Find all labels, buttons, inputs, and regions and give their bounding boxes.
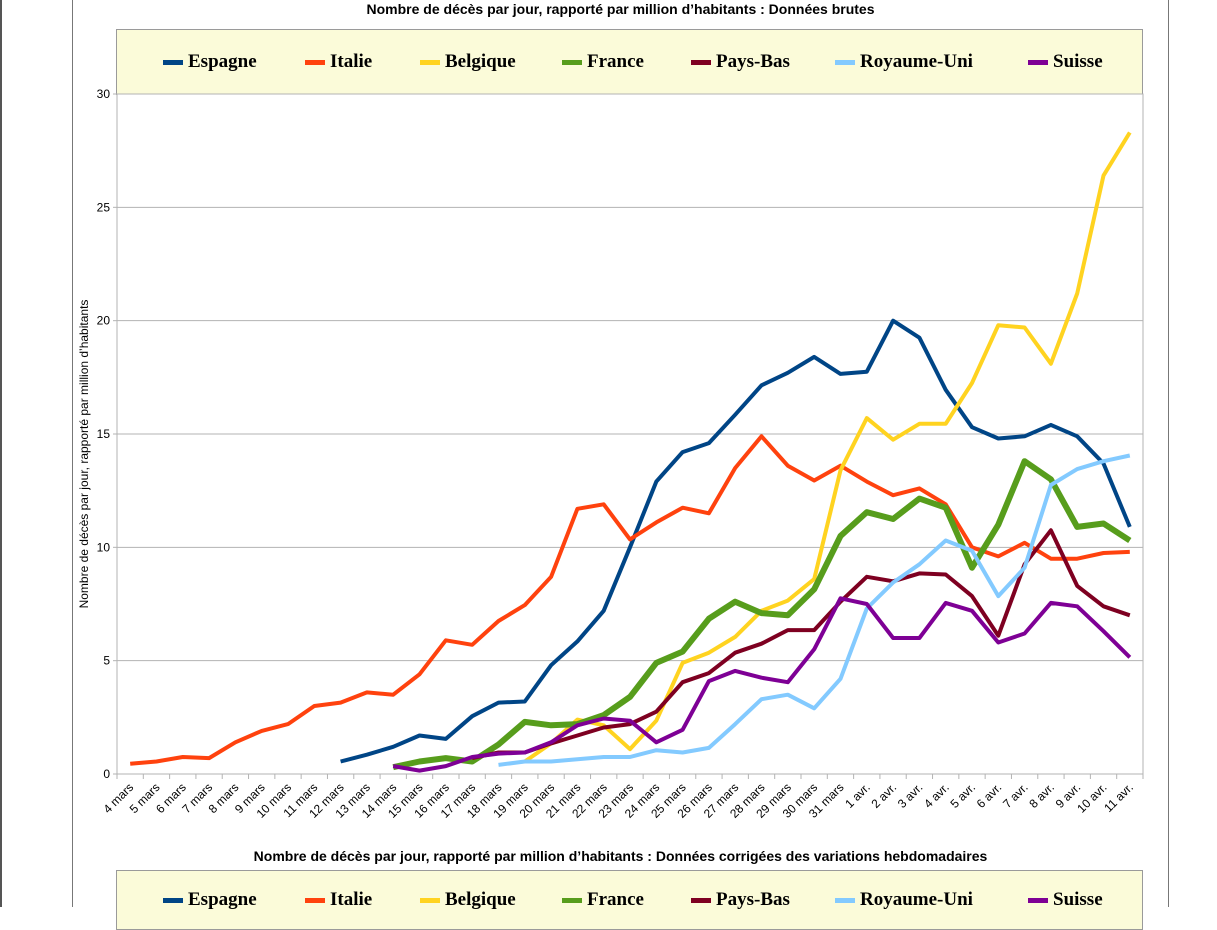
legend-item-royaume-uni: Royaume-Uni [835, 30, 973, 94]
series-line [392, 458, 1132, 771]
legend-swatch [163, 59, 183, 65]
legend-label: Espagne [188, 51, 257, 72]
legend-swatch [562, 897, 582, 903]
legend-2: Espagne Italie Belgique France Pays-Bas Royau… [116, 870, 1143, 930]
legend-item-espagne: Espagne [163, 30, 257, 94]
legend-item-pays-bas: Pays-Bas [691, 30, 790, 94]
legend-label: Royaume-Uni [860, 889, 973, 910]
series-line [498, 453, 1131, 767]
legend-label: Espagne [188, 889, 257, 910]
series-line [471, 528, 1131, 761]
legend: Espagne Italie Belgique France Pays-Bas Royau… [116, 29, 1143, 95]
legend-item-italie: Italie [305, 871, 372, 929]
legend-swatch [163, 897, 183, 903]
y-tick-label: 15 [97, 427, 111, 441]
x-tick-label: 2 avr. [869, 780, 900, 811]
series-royaume-uni [498, 453, 1131, 767]
y-tick-label: 25 [97, 200, 111, 214]
legend-item-belgique: Belgique [420, 30, 516, 94]
x-tick-label: 4 avr. [921, 780, 952, 811]
x-tick-label: 5 avr. [947, 780, 978, 811]
legend-swatch [305, 59, 325, 65]
legend-swatch [1028, 897, 1048, 903]
legend-label: Pays-Bas [716, 889, 790, 910]
series-line [340, 318, 1132, 764]
x-tick-label: 10 avr. [1074, 780, 1109, 815]
legend-label: Italie [330, 889, 373, 910]
y-tick-label: 10 [97, 540, 111, 554]
legend-label: France [587, 51, 644, 72]
y-tick-label: 30 [97, 87, 111, 101]
legend-swatch [420, 897, 440, 903]
legend-swatch [1028, 59, 1048, 65]
legend-item-france: France [562, 871, 644, 929]
page-left-border [72, 0, 73, 907]
legend-label: Italie [330, 51, 373, 72]
series-italie [130, 434, 1130, 766]
legend-item-france: France [562, 30, 644, 94]
legend-item-suisse: Suisse [1028, 30, 1103, 94]
legend-label: Belgique [445, 51, 516, 72]
y-axis-label: Nombre de décès par jour, rapporté par m… [77, 300, 91, 609]
window-left-edge [0, 0, 2, 907]
y-tick-label: 0 [103, 767, 110, 781]
page-right-border [1168, 0, 1169, 907]
legend-label: Suisse [1053, 51, 1103, 72]
series-suisse [392, 596, 1132, 773]
chart-title-2: Nombre de décès par jour, rapporté par m… [253, 848, 988, 864]
legend-label: Suisse [1053, 889, 1103, 910]
legend-item-pays-bas: Pays-Bas [691, 871, 790, 929]
series-line [392, 596, 1132, 773]
legend-swatch [835, 59, 855, 65]
x-tick-label: 7 avr. [1000, 780, 1031, 811]
legend-swatch [562, 59, 582, 65]
legend-item-suisse: Suisse [1028, 871, 1103, 929]
legend-label: Belgique [445, 889, 516, 910]
legend-item-espagne: Espagne [163, 871, 257, 929]
legend-label: France [587, 889, 644, 910]
legend-swatch [691, 897, 711, 903]
x-tick-label: 3 avr. [895, 780, 926, 811]
legend-item-italie: Italie [305, 30, 372, 94]
x-tick-label: 1 avr. [842, 780, 873, 811]
y-tick-label: 20 [97, 314, 111, 328]
legend-swatch [420, 59, 440, 65]
x-tick-label: 11 avr. [1101, 780, 1136, 815]
legend-swatch [305, 897, 325, 903]
series-espagne [340, 318, 1132, 764]
series-line [130, 434, 1130, 766]
legend-swatch [691, 59, 711, 65]
series-pays-bas [471, 528, 1131, 761]
legend-swatch [835, 897, 855, 903]
x-tick-label: 8 avr. [1026, 780, 1057, 811]
legend-label: Royaume-Uni [860, 51, 973, 72]
series-france [392, 458, 1132, 771]
legend-label: Pays-Bas [716, 51, 790, 72]
series-line [523, 131, 1132, 764]
y-tick-label: 5 [103, 654, 110, 668]
series-belgique [523, 131, 1132, 764]
legend-item-belgique: Belgique [420, 871, 516, 929]
chart-title: Nombre de décès par jour, rapporté par m… [366, 1, 875, 17]
legend-item-royaume-uni: Royaume-Uni [835, 871, 973, 929]
x-tick-label: 6 avr. [974, 780, 1005, 811]
